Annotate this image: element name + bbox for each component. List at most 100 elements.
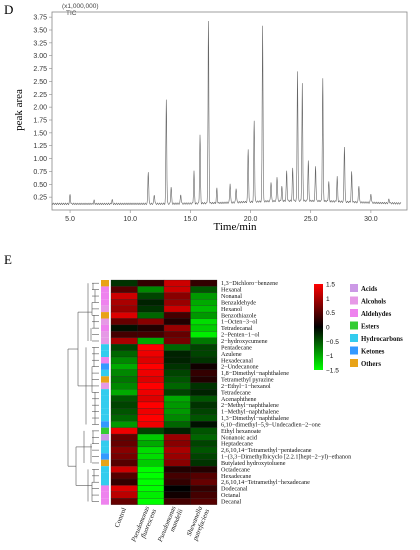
heatmap-cell [190, 427, 218, 435]
heatmap-cell [110, 369, 138, 377]
legend-swatch [350, 346, 358, 355]
heatmap-cell [137, 491, 165, 499]
row-group-swatch [101, 312, 109, 319]
panel-d-ylabel: peak area [13, 89, 25, 131]
row-group-swatch [101, 369, 109, 377]
row-group-bar [101, 280, 109, 505]
heatmap-cell [163, 311, 191, 319]
y-tick-label: 3.75 [33, 15, 47, 22]
row-label: 2−hydroxycumene [221, 338, 268, 345]
heatmap-cell [163, 414, 191, 422]
y-tick-label: 1.75 [33, 118, 47, 125]
heatmap-cell [137, 446, 165, 454]
heatmap-cell [110, 331, 138, 338]
heatmap-cell [163, 491, 191, 499]
heatmap-cell [110, 408, 138, 415]
heatmap-cell [163, 286, 191, 293]
row-labels: 1,3−Dichloro−benzeneHexanalNonanalBenzal… [221, 280, 351, 505]
row-group-swatch [101, 292, 109, 300]
y-tick-label: 0.50 [33, 182, 47, 189]
row-label: Benzaldehyde [221, 299, 256, 306]
heatmap-cell [163, 324, 191, 332]
y-tick-label: 0.25 [33, 195, 47, 202]
row-group-swatch [101, 498, 109, 505]
heatmap-cell [137, 350, 165, 358]
heatmap-cell [163, 433, 191, 441]
panel-d-letter: D [4, 2, 13, 17]
heatmap-cell [110, 382, 138, 390]
heatmap-cell [137, 363, 165, 371]
colorbar-tick: 1 [326, 296, 330, 303]
heatmap-cell [137, 279, 165, 287]
heatmap-cell [190, 311, 218, 319]
row-label: Octadecane [221, 466, 250, 473]
heatmap-cell [163, 427, 191, 435]
panel-e-letter: E [4, 252, 12, 267]
heatmap-cell [190, 279, 218, 287]
heatmap-cell [163, 421, 191, 428]
heatmap-cell [137, 421, 165, 428]
heatmap-cell [110, 491, 138, 499]
y-tick-label: 3.25 [33, 40, 47, 47]
heatmap-cell [110, 292, 138, 300]
row-group-swatch [101, 395, 109, 402]
x-tick-label: 25.0 [304, 216, 318, 223]
legend-swatch [350, 296, 358, 305]
heatmap-cell [163, 350, 191, 358]
heatmap-cell [190, 389, 218, 396]
heatmap-cell [137, 427, 165, 435]
heatmap-cell [190, 446, 218, 454]
heatmap-cell [137, 305, 165, 313]
heatmap-cell [137, 440, 165, 448]
row-label: 1−Octen−3−ol [221, 319, 258, 326]
heatmap-cell [190, 324, 218, 332]
row-label: Octanal [221, 492, 241, 499]
heatmap-cell [163, 356, 191, 364]
y-tick-label: 3.00 [33, 53, 47, 60]
row-group-swatch [101, 472, 109, 480]
heatmap-cell [137, 414, 165, 422]
heatmap-cell [163, 453, 191, 460]
heatmap-cell [190, 421, 218, 428]
row-label: 1,3−Dichloro−benzene [221, 280, 278, 287]
heatmap-cell [110, 427, 138, 435]
heatmap-cell [190, 286, 218, 293]
heatmap-cell [110, 414, 138, 422]
heatmap-cell [163, 485, 191, 492]
heatmap-cell [110, 485, 138, 492]
heatmap-cell [163, 279, 191, 287]
row-group-swatch [101, 479, 109, 486]
heatmap-cell [190, 408, 218, 415]
heatmap-cell [190, 299, 218, 306]
column-labels: Control PseudomonasfluorescensPseudomonas… [114, 505, 211, 544]
row-group-swatch [101, 299, 109, 306]
heatmap-cell [137, 498, 165, 505]
row-group-swatch [101, 453, 109, 460]
legend-label: Acids [361, 286, 378, 293]
row-group-swatch [101, 434, 109, 441]
row-label: Azulene [221, 351, 242, 358]
row-label: Butylated hydroxytoluene [221, 460, 286, 467]
heatmap-cell [137, 311, 165, 319]
row-dendrogram [67, 282, 99, 502]
heatmap-cell [110, 311, 138, 319]
group-legend: Acids Alcohols Aldehydes Esters Hydrocarbons… [350, 284, 403, 368]
row-group-swatch [101, 491, 109, 499]
row-label: Tetradecanal [221, 325, 253, 332]
heatmap-cell [137, 453, 165, 460]
row-label: 1−(3,3−Dimethylbicyclo [2.2.1]hept−2−yl)… [221, 454, 351, 461]
heatmap-cell [190, 478, 218, 486]
heatmap-cell [190, 498, 218, 505]
row-group-swatch [101, 466, 109, 473]
row-label: Tetradecane [221, 389, 251, 396]
row-group-swatch [101, 344, 109, 351]
heatmap-cell [137, 337, 165, 345]
heatmap-cell [137, 376, 165, 383]
heatmap-cell [190, 363, 218, 371]
x-tick-label: 10.0 [123, 216, 137, 223]
heatmap-cell [137, 472, 165, 480]
row-group-swatch [101, 485, 109, 492]
heatmap-cell [110, 299, 138, 306]
row-group-swatch [101, 318, 109, 325]
